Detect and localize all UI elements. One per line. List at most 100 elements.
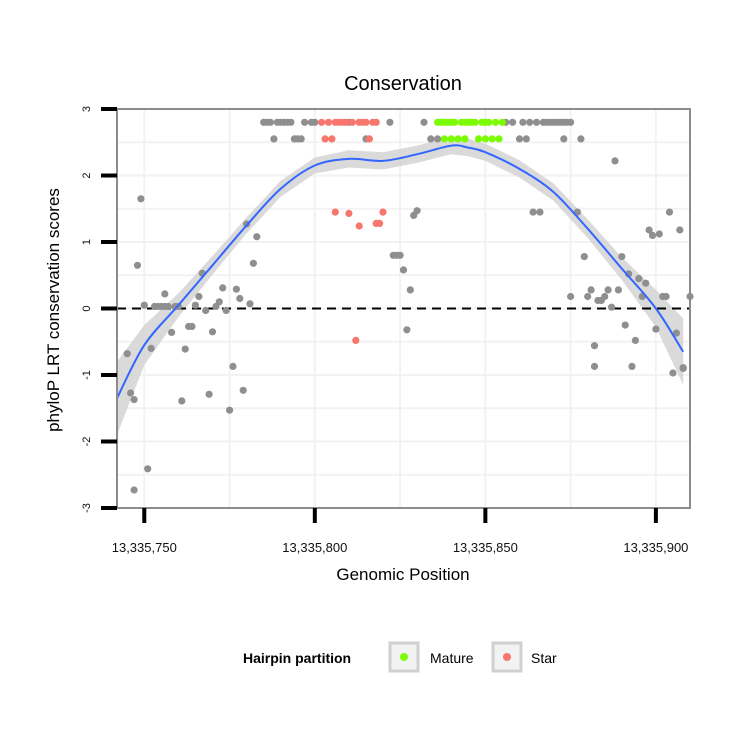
- y-tick-label: 3: [81, 106, 93, 112]
- data-point-other: [144, 465, 152, 473]
- data-point-star: [341, 118, 350, 126]
- data-point-other: [246, 300, 254, 308]
- data-point-other: [648, 231, 657, 239]
- data-point-other: [202, 306, 210, 315]
- legend-label-star: Star: [531, 650, 557, 666]
- y-tick-label: -3: [81, 503, 93, 513]
- data-point-other: [577, 135, 585, 143]
- data-point-other: [567, 118, 575, 126]
- data-point-other: [236, 294, 244, 303]
- data-point-other: [519, 118, 527, 126]
- legend-title: Hairpin partition: [243, 650, 351, 666]
- data-point-other: [662, 292, 670, 301]
- data-point-other: [642, 279, 650, 287]
- data-point-other: [587, 286, 595, 294]
- data-point-other: [427, 135, 435, 143]
- x-tick-label: 13,335,900: [623, 540, 688, 555]
- data-point-other: [403, 326, 411, 334]
- data-point-mature: [451, 118, 459, 126]
- data-point-other: [420, 118, 428, 126]
- data-point-other: [239, 386, 247, 394]
- data-point-other: [611, 157, 619, 165]
- data-point-other: [229, 362, 237, 370]
- data-point-other: [406, 286, 414, 294]
- data-point-other: [601, 292, 609, 301]
- data-point-other: [219, 284, 227, 292]
- data-point-other: [508, 118, 517, 126]
- data-point-other: [178, 397, 186, 405]
- data-point-star: [331, 208, 339, 216]
- data-point-star: [355, 222, 363, 230]
- legend-dot-star: [503, 653, 511, 661]
- data-point-mature: [447, 135, 455, 143]
- data-point-other: [386, 118, 394, 126]
- data-point-other: [130, 396, 138, 404]
- data-point-other: [205, 390, 213, 398]
- data-point-mature: [471, 118, 479, 126]
- data-point-other: [137, 195, 145, 203]
- data-point-other: [249, 259, 257, 267]
- data-point-other: [287, 118, 295, 126]
- scatter-points: [123, 118, 694, 494]
- data-point-other: [665, 208, 674, 216]
- data-point-other: [311, 118, 319, 126]
- data-point-other: [147, 344, 155, 352]
- data-point-star: [352, 336, 360, 344]
- legend-item-star: Star: [491, 641, 557, 673]
- data-point-mature: [488, 135, 496, 143]
- data-point-other: [266, 118, 275, 126]
- data-point-other: [515, 135, 524, 143]
- data-point-other: [195, 292, 203, 301]
- y-tick-label: -1: [81, 370, 93, 380]
- legend-label-mature: Mature: [430, 650, 474, 666]
- x-tick-label: 13,335,800: [282, 540, 347, 555]
- data-point-star: [372, 118, 380, 126]
- data-point-other: [590, 342, 599, 350]
- data-point-other: [140, 301, 148, 309]
- data-point-other: [222, 306, 230, 315]
- data-point-other: [614, 286, 623, 294]
- y-axis-title: phyloP LRT conservation scores: [44, 188, 63, 432]
- data-point-mature: [492, 118, 500, 126]
- data-point-mature: [440, 135, 448, 143]
- data-point-other: [560, 135, 568, 143]
- data-point-star: [365, 135, 373, 143]
- data-point-other: [168, 328, 176, 336]
- data-point-other: [127, 389, 135, 397]
- data-point-other: [522, 135, 530, 143]
- x-tick-label: 13,335,750: [112, 540, 177, 555]
- data-point-other: [676, 226, 684, 234]
- data-point-star: [328, 135, 336, 143]
- data-point-other: [604, 286, 612, 294]
- data-point-other: [526, 118, 534, 126]
- data-point-other: [253, 233, 261, 241]
- legend-item-mature: Mature: [388, 641, 474, 673]
- data-point-other: [608, 303, 616, 311]
- data-point-star: [321, 135, 329, 143]
- data-point-other: [529, 208, 537, 216]
- data-point-other: [396, 251, 404, 259]
- data-point-other: [655, 230, 663, 238]
- y-tick-label: -2: [81, 437, 93, 447]
- legend-dot-mature: [400, 653, 408, 661]
- data-point-other: [301, 118, 309, 126]
- data-point-other: [532, 118, 541, 126]
- x-axis-title: Genomic Position: [336, 565, 469, 584]
- data-point-other: [645, 226, 653, 234]
- data-point-other: [226, 406, 234, 414]
- data-point-other: [123, 350, 131, 358]
- y-tick-label: 1: [81, 239, 93, 245]
- y-tick-label: 0: [81, 305, 93, 311]
- data-point-mature: [461, 135, 469, 143]
- data-point-other: [208, 328, 217, 336]
- data-point-other: [399, 266, 408, 274]
- y-tick-label: 2: [81, 172, 93, 178]
- data-point-other: [618, 253, 626, 261]
- data-point-other: [652, 325, 660, 333]
- data-point-star: [379, 208, 387, 216]
- data-point-other: [188, 322, 196, 331]
- data-point-star: [318, 118, 326, 126]
- data-point-other: [232, 285, 240, 293]
- data-point-other: [191, 301, 199, 309]
- data-point-mature: [481, 135, 489, 143]
